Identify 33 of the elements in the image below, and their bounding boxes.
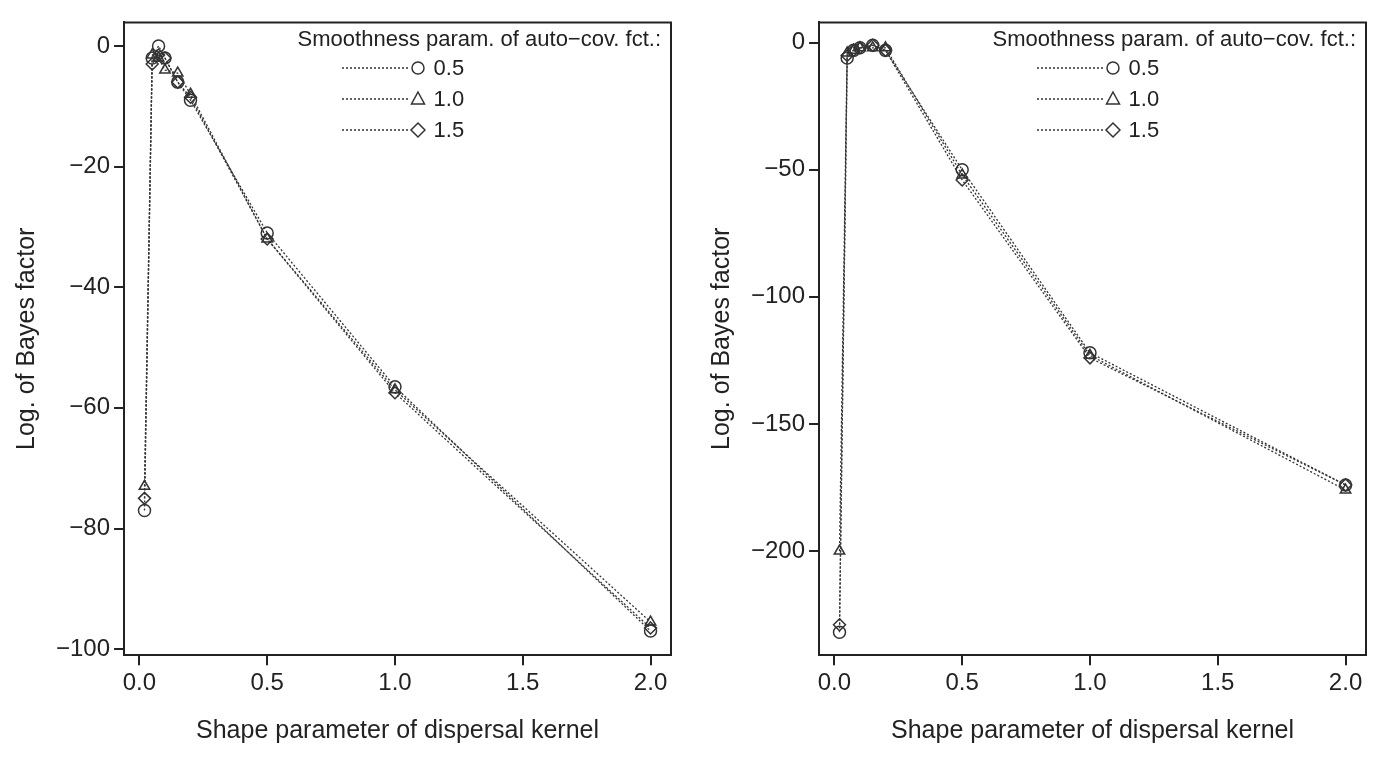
y-tick-label: −150	[751, 408, 806, 436]
legend-label: 0.5	[433, 54, 465, 81]
y-axis-title: Log. of Bayes factor	[705, 227, 734, 450]
x-tick-label: 2.0	[633, 668, 668, 696]
legend-label: 1.0	[1128, 85, 1160, 112]
x-tick-label: 1.0	[1073, 668, 1107, 696]
y-tick-label: −60	[69, 392, 111, 420]
y-tick-label: −40	[69, 271, 111, 299]
x-axis-title: Shape parameter of dispersal kernel	[891, 714, 1295, 743]
legend-label: 0.5	[1128, 54, 1160, 81]
x-tick-label: 0.5	[250, 668, 284, 696]
y-tick-label: −200	[751, 535, 806, 563]
x-tick-label: 2.0	[1328, 668, 1363, 696]
y-axis-title: Log. of Bayes factor	[10, 227, 39, 450]
legend-title: Smoothness param. of auto−cov. fct.:	[992, 26, 1356, 52]
legend-label: 1.5	[1128, 116, 1160, 143]
x-tick-label: 0.0	[122, 668, 157, 696]
legend-title: Smoothness param. of auto−cov. fct.:	[297, 26, 661, 52]
x-tick-label: 0.5	[945, 668, 979, 696]
legend-label: 1.5	[433, 116, 465, 143]
x-tick-label: 0.0	[817, 668, 852, 696]
x-tick-label: 1.0	[378, 668, 412, 696]
x-axis-title: Shape parameter of dispersal kernel	[196, 714, 600, 743]
y-tick-label: −100	[56, 633, 111, 661]
y-tick-label: −50	[764, 154, 806, 182]
legend-label: 1.0	[433, 85, 465, 112]
x-tick-label: 1.5	[506, 668, 540, 696]
y-tick-label: 0	[96, 30, 111, 58]
x-tick-label: 1.5	[1201, 668, 1235, 696]
y-tick-label: 0	[791, 27, 806, 55]
y-tick-label: −20	[69, 151, 111, 179]
y-tick-label: −80	[69, 513, 111, 541]
y-tick-label: −100	[751, 281, 806, 309]
